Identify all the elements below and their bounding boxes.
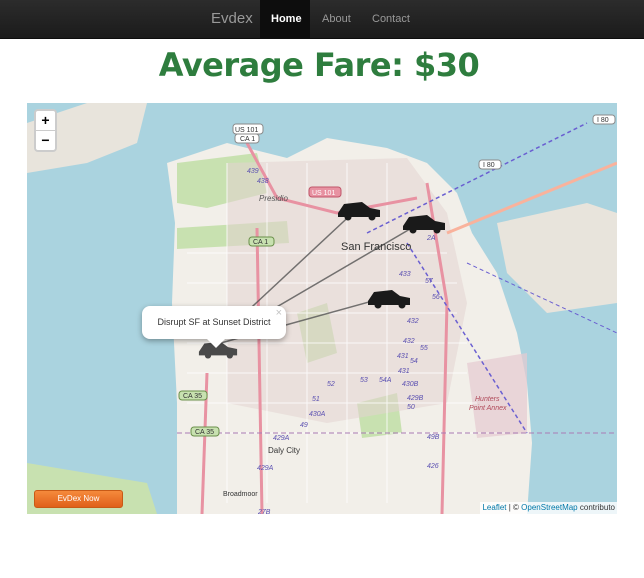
city-label: San Francisco [341,241,411,253]
page-title: Average Fare: $30 [158,46,480,84]
nav-about[interactable]: About [322,13,351,25]
car-marker-icon[interactable] [336,199,382,221]
route-number-label: 51 [312,396,320,403]
shield-us101: US 101 [312,190,335,197]
route-number-label: 431 [398,368,410,375]
presidio-label: Presidio [259,194,288,203]
map-popup: Disrupt SF at Sunset District × [142,306,286,348]
nav-home[interactable]: Home [260,0,310,38]
route-number-label: 433 [399,271,411,278]
zoom-in-button[interactable]: + [41,112,50,128]
route-number-label: 429A [257,465,274,472]
shield-ca1-a: CA 1 [240,136,255,143]
route-number-label: 432 [403,338,415,345]
leaflet-link[interactable]: Leaflet [482,503,507,512]
attribution-separator: | © [506,503,522,512]
route-number-label: 49 [300,422,308,429]
hunters-point-label-2: Point Annex [469,405,507,412]
shield-ca35-a: CA 35 [183,393,202,400]
route-number-label: 438 [257,178,269,185]
route-number-label: 54A [379,377,392,384]
route-number-label: 439 [247,168,259,175]
shield-us101-a: US 101 [235,127,258,134]
close-icon[interactable]: × [275,307,282,319]
route-number-label: 430B [402,381,419,388]
route-number-label: 55 [420,345,428,352]
route-number-label: 431 [397,353,409,360]
map-view[interactable]: San Francisco Presidio Daly City Broadmo… [27,103,617,514]
zoom-control: + − [34,109,57,152]
broadmoor-label: Broadmoor [223,491,258,498]
route-number-label: 53 [360,377,368,384]
shield-ca35-b: CA 35 [195,429,214,436]
daly-city-label: Daly City [268,446,300,455]
route-number-label: 426 [427,463,439,470]
route-number-label: 432 [407,318,419,325]
route-number-label: 49B [427,434,440,441]
hunters-point-label: Hunters [475,396,500,403]
car-marker-icon[interactable] [401,212,447,234]
route-number-label: 52 [327,381,335,388]
route-number-label: 50 [407,404,415,411]
route-number-label: 429B [407,395,424,402]
route-number-label: 2A [426,235,436,242]
attribution-contributors: contributo [577,503,615,512]
popup-tip [207,339,225,348]
route-number-label: 57 [425,278,434,285]
osm-link[interactable]: OpenStreetMap [521,503,578,512]
nav-contact[interactable]: Contact [372,13,410,25]
popup-text: Disrupt SF at Sunset District [157,317,271,327]
evdex-now-button[interactable]: EvDex Now [34,490,123,508]
route-number-label: 429A [273,435,290,442]
map-attribution: Leaflet | © OpenStreetMap contributo [480,502,617,514]
shield-i80-b: I 80 [483,162,495,169]
route-number-label: 56 [432,294,440,301]
route-number-label: 54 [410,358,418,365]
shield-i80-a: I 80 [597,117,609,124]
brand-logo[interactable]: Evdex [211,10,253,27]
car-marker-icon[interactable] [366,287,412,309]
shield-ca1: CA 1 [253,239,268,246]
zoom-out-button[interactable]: − [36,130,55,150]
map-tiles: San Francisco Presidio Daly City Broadmo… [27,103,617,514]
route-number-label: 27B [257,509,271,514]
route-number-label: 430A [309,411,326,418]
navbar: Evdex Home About Contact [0,0,644,39]
